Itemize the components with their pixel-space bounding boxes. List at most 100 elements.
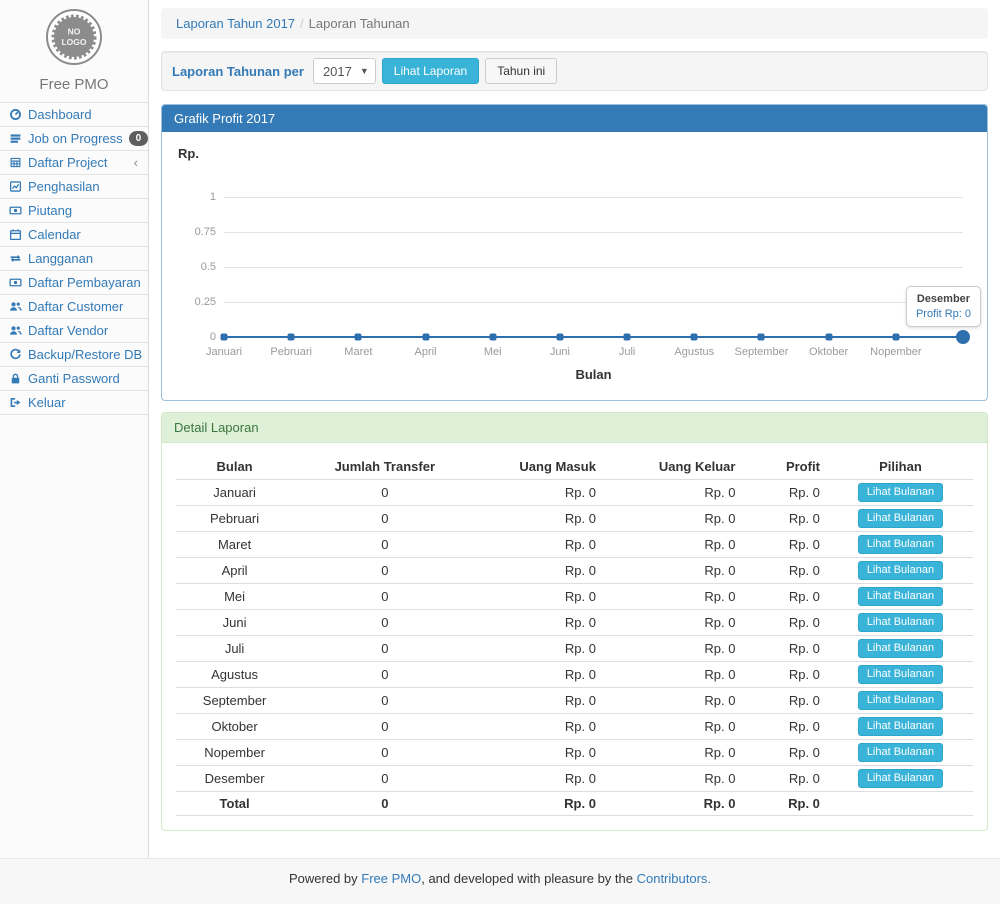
sidebar-item-label: Daftar Pembayaran bbox=[28, 275, 142, 290]
cell-jumlah_transfer: 0 bbox=[293, 479, 476, 505]
gridline bbox=[224, 302, 963, 303]
view-monthly-button-pebruari[interactable]: Lihat Bulanan bbox=[858, 509, 943, 528]
data-point-desember[interactable] bbox=[956, 330, 970, 344]
sidebar-item-job-on-progress[interactable]: Job on Progress0 bbox=[0, 127, 148, 151]
table-row: April0Rp. 0Rp. 0Rp. 0Lihat Bulanan bbox=[176, 557, 973, 583]
footer-link-free-pmo[interactable]: Free PMO bbox=[361, 871, 421, 886]
view-monthly-button-oktober[interactable]: Lihat Bulanan bbox=[858, 717, 943, 736]
sidebar-item-piutang[interactable]: Piutang bbox=[0, 199, 148, 223]
view-monthly-button-mei[interactable]: Lihat Bulanan bbox=[858, 587, 943, 606]
filter-label: Laporan Tahunan per bbox=[172, 64, 304, 79]
refresh-icon bbox=[8, 348, 22, 362]
sidebar-item-label: Keluar bbox=[28, 395, 142, 410]
cell-uang_masuk: Rp. 0 bbox=[476, 583, 604, 609]
sidebar-item-calendar[interactable]: Calendar bbox=[0, 223, 148, 247]
total-row: Total0Rp. 0Rp. 0Rp. 0 bbox=[176, 791, 973, 815]
cell-bulan: Oktober bbox=[176, 713, 293, 739]
view-monthly-button-nopember[interactable]: Lihat Bulanan bbox=[858, 743, 943, 762]
gridline bbox=[224, 197, 963, 198]
line-chart-icon bbox=[8, 180, 22, 194]
sidebar-menu: DashboardJob on Progress0 Daftar Project ‹… bbox=[0, 102, 148, 415]
this-year-button[interactable]: Tahun ini bbox=[485, 58, 557, 84]
sign-out-icon bbox=[8, 396, 22, 410]
cell-jumlah_transfer: 0 bbox=[293, 635, 476, 661]
x-tick-label: Mei bbox=[484, 346, 502, 358]
sidebar-item-langganan[interactable]: Langganan bbox=[0, 247, 148, 271]
users-icon bbox=[8, 324, 22, 338]
sidebar-item-penghasilan[interactable]: Penghasilan bbox=[0, 175, 148, 199]
cell-bulan: April bbox=[176, 557, 293, 583]
view-monthly-button-juli[interactable]: Lihat Bulanan bbox=[858, 639, 943, 658]
app-window: NO LOGO Free PMO DashboardJob on Progres… bbox=[0, 0, 1000, 858]
footer-link-contributors[interactable]: Contributors. bbox=[637, 871, 711, 886]
sidebar-item-label: Daftar Customer bbox=[28, 299, 142, 314]
sidebar-item-label: Backup/Restore DB bbox=[28, 347, 142, 362]
sidebar-item-daftar-project[interactable]: Daftar Project ‹ bbox=[0, 151, 148, 175]
sidebar-item-label: Piutang bbox=[28, 203, 142, 218]
y-tick-label: 0 bbox=[176, 331, 216, 343]
sidebar-item-backup-restore-db[interactable]: Backup/Restore DB bbox=[0, 343, 148, 367]
year-select-value: 2017 bbox=[323, 64, 352, 79]
cell-profit: Rp. 0 bbox=[743, 505, 827, 531]
cell-profit: Rp. 0 bbox=[743, 531, 827, 557]
view-monthly-button-juni[interactable]: Lihat Bulanan bbox=[858, 613, 943, 632]
data-point-april[interactable] bbox=[422, 334, 429, 341]
table-row: Juli0Rp. 0Rp. 0Rp. 0Lihat Bulanan bbox=[176, 635, 973, 661]
cell-uang_masuk: Rp. 0 bbox=[476, 765, 604, 791]
chevron-left-icon: ‹ bbox=[134, 155, 138, 170]
chart-panel-title: Grafik Profit 2017 bbox=[162, 105, 987, 132]
cell-uang_keluar: Rp. 0 bbox=[604, 479, 743, 505]
detail-panel-body: BulanJumlah TransferUang MasukUang Kelua… bbox=[162, 443, 987, 830]
data-point-juni[interactable] bbox=[556, 334, 563, 341]
view-monthly-button-september[interactable]: Lihat Bulanan bbox=[858, 691, 943, 710]
sidebar-item-ganti-password[interactable]: Ganti Password bbox=[0, 367, 148, 391]
year-select[interactable]: 2017 ▼ bbox=[313, 58, 376, 84]
profit-series-line bbox=[224, 336, 963, 338]
x-tick-label: Nopember bbox=[870, 346, 921, 358]
cell-profit: Rp. 0 bbox=[743, 479, 827, 505]
view-monthly-button-desember[interactable]: Lihat Bulanan bbox=[858, 769, 943, 788]
cell-uang_masuk: Rp. 0 bbox=[476, 505, 604, 531]
sidebar-item-dashboard[interactable]: Dashboard bbox=[0, 103, 148, 127]
view-monthly-button-januari[interactable]: Lihat Bulanan bbox=[858, 483, 943, 502]
view-report-button[interactable]: Lihat Laporan bbox=[382, 58, 479, 84]
chart-panel-body: Rp. Desember Profit Rp: 0 10.750.50.250J… bbox=[162, 132, 987, 400]
cell-pilihan: Lihat Bulanan bbox=[828, 687, 973, 713]
cell-jumlah_transfer: 0 bbox=[293, 505, 476, 531]
breadcrumb-link-laporan-tahun[interactable]: Laporan Tahun 2017 bbox=[176, 16, 295, 31]
sidebar-item-daftar-pembayaran[interactable]: Daftar Pembayaran bbox=[0, 271, 148, 295]
data-point-pebruari[interactable] bbox=[288, 334, 295, 341]
cell-jumlah_transfer: 0 bbox=[293, 661, 476, 687]
x-tick-label: Juli bbox=[619, 346, 636, 358]
cell-jumlah_transfer: 0 bbox=[293, 687, 476, 713]
cell-uang_keluar: Rp. 0 bbox=[604, 765, 743, 791]
caret-down-icon: ▼ bbox=[360, 66, 369, 76]
sidebar-item-label: Daftar Project bbox=[28, 155, 128, 170]
cell-uang_keluar: Rp. 0 bbox=[604, 687, 743, 713]
sidebar-item-daftar-vendor[interactable]: Daftar Vendor bbox=[0, 319, 148, 343]
sidebar-item-keluar[interactable]: Keluar bbox=[0, 391, 148, 415]
sidebar-item-daftar-customer[interactable]: Daftar Customer bbox=[0, 295, 148, 319]
data-point-januari[interactable] bbox=[221, 334, 228, 341]
data-point-nopember[interactable] bbox=[892, 334, 899, 341]
data-point-oktober[interactable] bbox=[825, 334, 832, 341]
data-point-maret[interactable] bbox=[355, 334, 362, 341]
cell-pilihan: Lihat Bulanan bbox=[828, 661, 973, 687]
view-monthly-button-april[interactable]: Lihat Bulanan bbox=[858, 561, 943, 580]
column-header-jumlah-transfer: Jumlah Transfer bbox=[293, 455, 476, 479]
data-point-juli[interactable] bbox=[624, 334, 631, 341]
cell-uang_keluar: Rp. 0 bbox=[604, 739, 743, 765]
cell-profit: Rp. 0 bbox=[743, 765, 827, 791]
cell-profit: Rp. 0 bbox=[743, 791, 827, 815]
data-point-agustus[interactable] bbox=[691, 334, 698, 341]
cell-jumlah_transfer: 0 bbox=[293, 739, 476, 765]
cell-bulan: Mei bbox=[176, 583, 293, 609]
data-point-september[interactable] bbox=[758, 334, 765, 341]
view-monthly-button-maret[interactable]: Lihat Bulanan bbox=[858, 535, 943, 554]
view-monthly-button-agustus[interactable]: Lihat Bulanan bbox=[858, 665, 943, 684]
sidebar-item-label: Langganan bbox=[28, 251, 142, 266]
table-row: Januari0Rp. 0Rp. 0Rp. 0Lihat Bulanan bbox=[176, 479, 973, 505]
data-point-mei[interactable] bbox=[489, 334, 496, 341]
cell-bulan: Januari bbox=[176, 479, 293, 505]
detail-panel-title: Detail Laporan bbox=[162, 413, 987, 443]
